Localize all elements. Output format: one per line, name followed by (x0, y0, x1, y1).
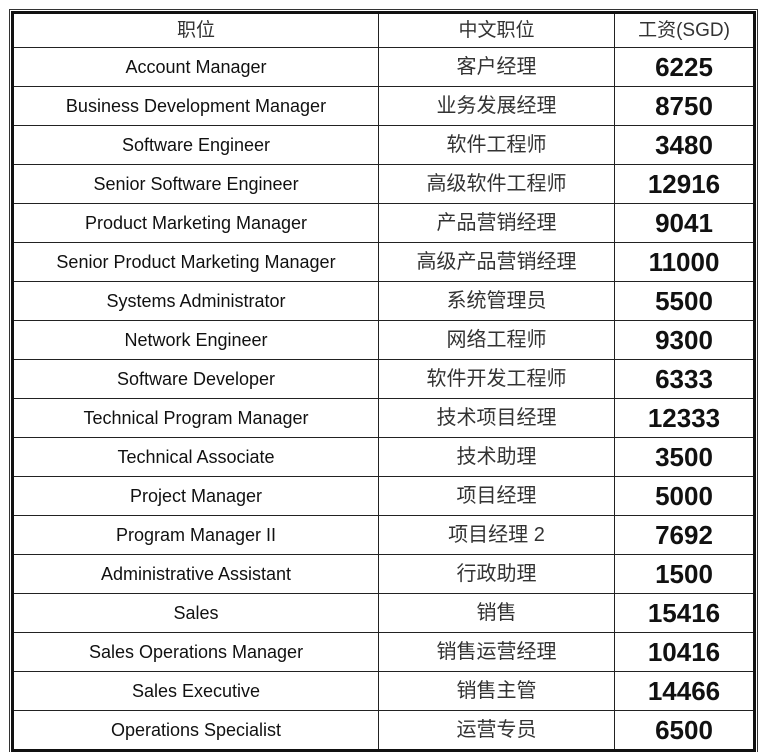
chinese-position-cell: 技术助理 (378, 437, 615, 477)
salary-cell: 10416 (614, 632, 755, 672)
table-row: Product Marketing Manager 产品营销经理 9041 (12, 203, 755, 243)
salary-cell: 14466 (614, 671, 755, 711)
chinese-position-cell: 技术项目经理 (378, 398, 615, 438)
position-cell: Program Manager II (12, 515, 379, 555)
chinese-position-cell: 销售运营经理 (378, 632, 615, 672)
table-row: Sales 销售 15416 (12, 593, 755, 633)
salary-cell: 3480 (614, 125, 755, 165)
header-position: 职位 (12, 12, 379, 48)
position-cell: Sales (12, 593, 379, 633)
chinese-position-cell: 行政助理 (378, 554, 615, 594)
chinese-position-cell: 业务发展经理 (378, 86, 615, 126)
position-cell: Senior Software Engineer (12, 164, 379, 204)
table-row: Technical Program Manager 技术项目经理 12333 (12, 398, 755, 438)
salary-cell: 5500 (614, 281, 755, 321)
position-cell: Administrative Assistant (12, 554, 379, 594)
salary-cell: 6500 (614, 710, 755, 751)
chinese-position-cell: 销售主管 (378, 671, 615, 711)
chinese-position-cell: 项目经理 2 (378, 515, 615, 555)
salary-cell: 15416 (614, 593, 755, 633)
position-cell: Account Manager (12, 47, 379, 87)
position-cell: Systems Administrator (12, 281, 379, 321)
chinese-position-cell: 软件开发工程师 (378, 359, 615, 399)
header-row: 职位 中文职位 工资(SGD) (12, 12, 755, 48)
chinese-position-cell: 销售 (378, 593, 615, 633)
salary-cell: 9300 (614, 320, 755, 360)
table-row: Sales Executive 销售主管 14466 (12, 671, 755, 711)
chinese-position-cell: 软件工程师 (378, 125, 615, 165)
table-row: Senior Product Marketing Manager 高级产品营销经理… (12, 242, 755, 282)
table-row: Operations Specialist 运营专员 6500 (12, 710, 755, 751)
position-cell: Sales Executive (12, 671, 379, 711)
salary-table: 职位 中文职位 工资(SGD) Account Manager 客户经理 6225 B… (11, 11, 756, 752)
header-salary: 工资(SGD) (614, 12, 755, 48)
position-cell: Technical Associate (12, 437, 379, 477)
position-cell: Sales Operations Manager (12, 632, 379, 672)
chinese-position-cell: 高级软件工程师 (378, 164, 615, 204)
table-row: Program Manager II 项目经理 2 7692 (12, 515, 755, 555)
position-cell: Software Developer (12, 359, 379, 399)
table-row: Administrative Assistant 行政助理 1500 (12, 554, 755, 594)
position-cell: Technical Program Manager (12, 398, 379, 438)
salary-cell: 11000 (614, 242, 755, 282)
table-row: Account Manager 客户经理 6225 (12, 47, 755, 87)
table-row: Software Engineer 软件工程师 3480 (12, 125, 755, 165)
table-row: Sales Operations Manager 销售运营经理 10416 (12, 632, 755, 672)
salary-cell: 9041 (614, 203, 755, 243)
salary-cell: 5000 (614, 476, 755, 516)
salary-cell: 6225 (614, 47, 755, 87)
chinese-position-cell: 运营专员 (378, 710, 615, 751)
position-cell: Product Marketing Manager (12, 203, 379, 243)
salary-cell: 8750 (614, 86, 755, 126)
salary-cell: 6333 (614, 359, 755, 399)
chinese-position-cell: 高级产品营销经理 (378, 242, 615, 282)
salary-cell: 1500 (614, 554, 755, 594)
position-cell: Business Development Manager (12, 86, 379, 126)
table-row: Network Engineer 网络工程师 9300 (12, 320, 755, 360)
chinese-position-cell: 产品营销经理 (378, 203, 615, 243)
position-cell: Project Manager (12, 476, 379, 516)
position-cell: Operations Specialist (12, 710, 379, 751)
table-row: Technical Associate 技术助理 3500 (12, 437, 755, 477)
position-cell: Senior Product Marketing Manager (12, 242, 379, 282)
header-chinese-position: 中文职位 (378, 12, 615, 48)
salary-cell: 7692 (614, 515, 755, 555)
chinese-position-cell: 客户经理 (378, 47, 615, 87)
salary-cell: 12333 (614, 398, 755, 438)
chinese-position-cell: 网络工程师 (378, 320, 615, 360)
salary-cell: 3500 (614, 437, 755, 477)
table-row: Software Developer 软件开发工程师 6333 (12, 359, 755, 399)
chinese-position-cell: 系统管理员 (378, 281, 615, 321)
salary-cell: 12916 (614, 164, 755, 204)
chinese-position-cell: 项目经理 (378, 476, 615, 516)
table-row: Senior Software Engineer 高级软件工程师 12916 (12, 164, 755, 204)
table-row: Systems Administrator 系统管理员 5500 (12, 281, 755, 321)
position-cell: Software Engineer (12, 125, 379, 165)
table-row: Business Development Manager 业务发展经理 8750 (12, 86, 755, 126)
position-cell: Network Engineer (12, 320, 379, 360)
table-row: Project Manager 项目经理 5000 (12, 476, 755, 516)
